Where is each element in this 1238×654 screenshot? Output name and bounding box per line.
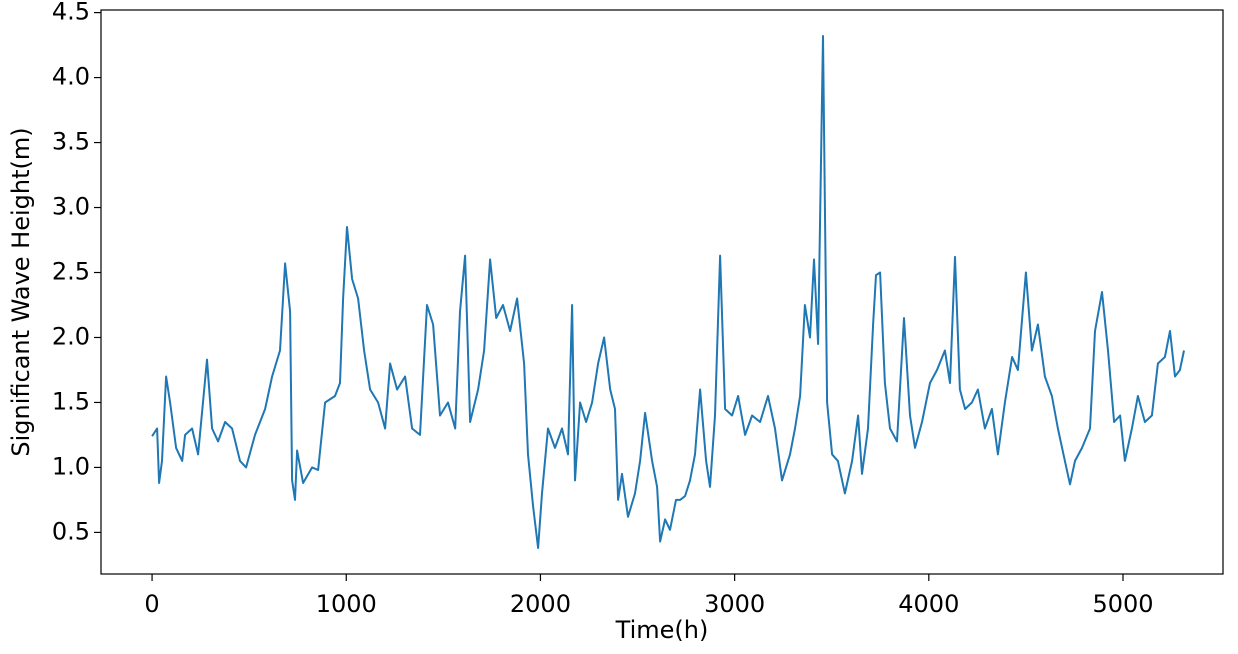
y-tick-label: 2.0 bbox=[52, 322, 90, 350]
x-tick-label: 3000 bbox=[704, 590, 765, 618]
y-tick-label: 3.0 bbox=[52, 193, 90, 221]
y-tick-label: 0.5 bbox=[52, 517, 90, 545]
y-tick-label: 4.5 bbox=[52, 0, 90, 26]
x-tick-label: 4000 bbox=[898, 590, 959, 618]
y-tick-label: 1.0 bbox=[52, 452, 90, 480]
y-tick-label: 3.5 bbox=[52, 128, 90, 156]
x-tick-label: 5000 bbox=[1092, 590, 1153, 618]
line-series bbox=[151, 35, 1185, 549]
x-axis-label: Time(h) bbox=[615, 616, 709, 644]
y-tick-label: 1.5 bbox=[52, 387, 90, 415]
x-tick-label: 2000 bbox=[510, 590, 571, 618]
y-tick-label: 2.5 bbox=[52, 258, 90, 286]
y-axis-label: Significant Wave Height(m) bbox=[7, 127, 35, 456]
plot-frame bbox=[100, 9, 1224, 575]
y-tick-label: 4.0 bbox=[52, 63, 90, 91]
x-tick-label: 0 bbox=[144, 590, 159, 618]
x-tick-label: 1000 bbox=[316, 590, 377, 618]
